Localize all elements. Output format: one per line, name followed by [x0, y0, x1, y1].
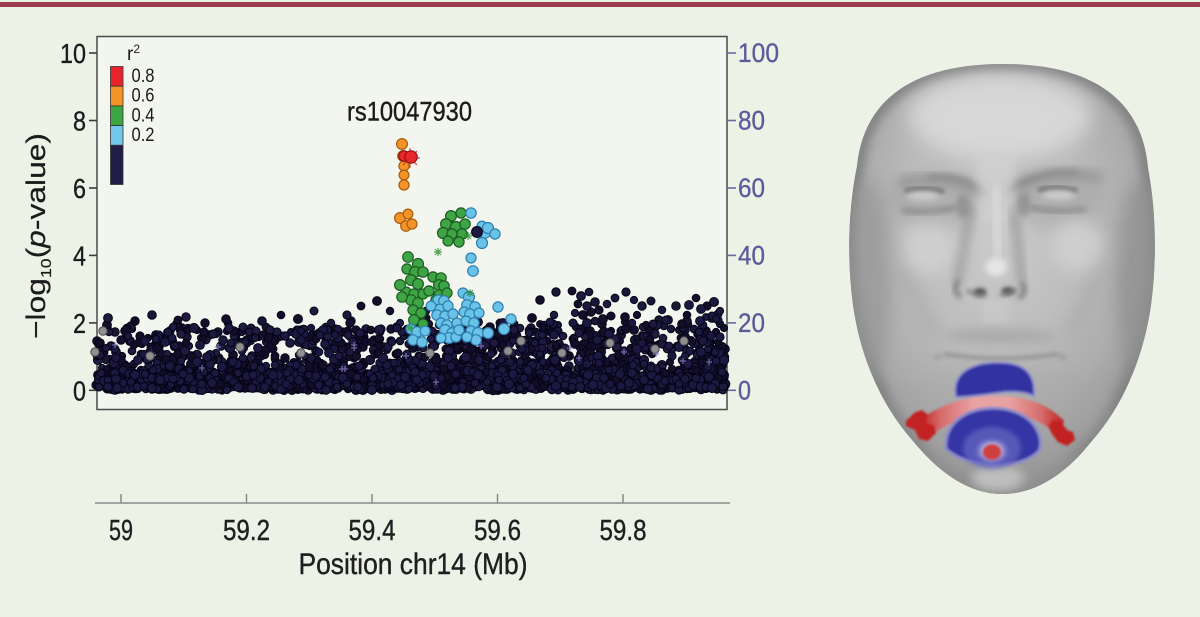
svg-text:60: 60: [738, 173, 765, 203]
svg-text:59.4: 59.4: [349, 515, 396, 547]
svg-text:59: 59: [109, 515, 133, 547]
svg-text:−log10(p-value): −log10(p-value): [21, 133, 55, 339]
svg-text:10: 10: [60, 38, 86, 69]
svg-text:20: 20: [738, 308, 765, 338]
svg-text:4: 4: [73, 240, 86, 271]
svg-text:0: 0: [738, 375, 751, 405]
svg-text:59.6: 59.6: [474, 515, 521, 547]
svg-text:0.2: 0.2: [132, 125, 155, 146]
svg-text:80: 80: [738, 106, 765, 136]
svg-text:0: 0: [73, 375, 86, 406]
svg-text:40: 40: [738, 240, 765, 270]
svg-text:8: 8: [73, 106, 86, 137]
svg-text:6: 6: [73, 173, 86, 204]
svg-text:59.2: 59.2: [223, 515, 270, 547]
svg-text:2: 2: [73, 308, 86, 339]
svg-text:59.8: 59.8: [600, 515, 647, 547]
svg-text:0.4: 0.4: [132, 105, 155, 126]
svg-text:100: 100: [738, 38, 779, 68]
svg-text:0.8: 0.8: [132, 66, 155, 87]
svg-text:rs10047930: rs10047930: [347, 97, 472, 127]
svg-text:0.6: 0.6: [132, 86, 155, 107]
svg-text:Position chr14 (Mb): Position chr14 (Mb): [299, 548, 528, 581]
